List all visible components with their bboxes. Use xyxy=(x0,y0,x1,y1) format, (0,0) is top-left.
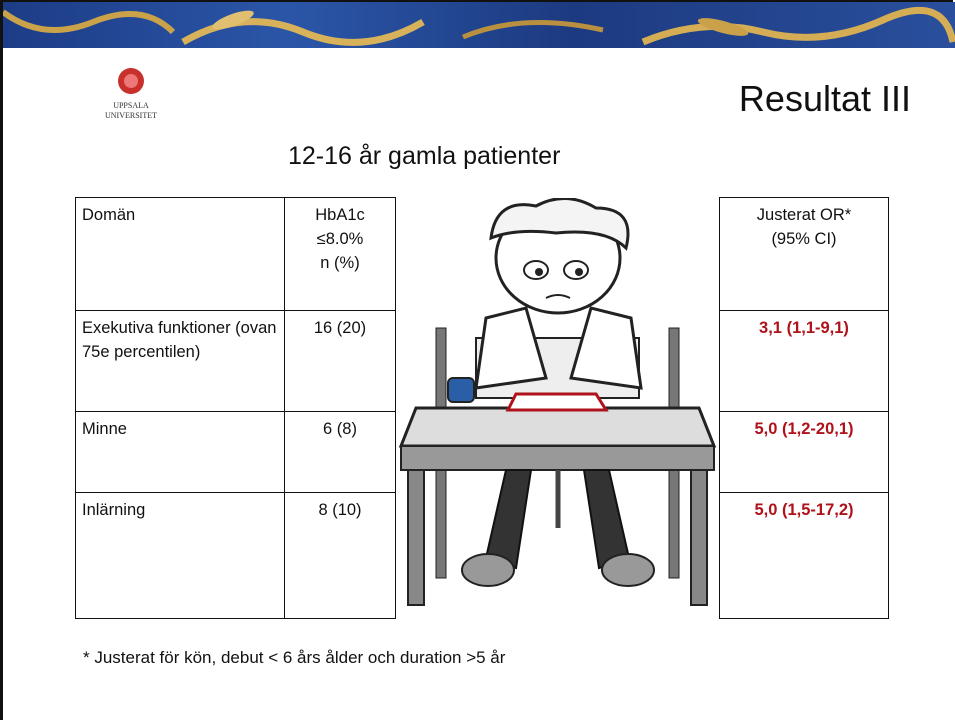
header-cell: HbA1c ≤8.0% n (%) xyxy=(284,197,396,311)
header-line: Justerat OR* xyxy=(756,206,852,224)
table-cell: 6 (8) xyxy=(284,410,396,493)
illustration xyxy=(398,196,717,606)
table-cell: 16 (20) xyxy=(284,309,396,412)
logo-text: UNIVERSITET xyxy=(105,111,157,120)
table-cell: 5,0 (1,2-20,1) xyxy=(719,410,889,493)
logo-seal xyxy=(118,68,144,94)
banner xyxy=(1,2,955,48)
header-line: ≤8.0% xyxy=(316,230,364,248)
footnote: * Justerat för kön, debut < 6 års ålder … xyxy=(83,648,506,667)
title: Resultat III xyxy=(738,78,911,119)
table-cell: Minne xyxy=(75,410,285,493)
logo-text: UPPSALA xyxy=(113,101,149,110)
banner-art xyxy=(1,6,955,46)
table-cell: 3,1 (1,1-9,1) xyxy=(719,309,889,412)
header-line: (95% CI) xyxy=(771,230,837,248)
header-cell: Justerat OR* (95% CI) xyxy=(719,197,889,311)
table-cell: 5,0 (1,5-17,2) xyxy=(719,491,889,620)
header-line: n (%) xyxy=(320,254,360,272)
illustration-cell xyxy=(395,196,720,619)
table-cell: Inlärning xyxy=(75,491,285,620)
table-cell: Exekutiva funktioner (ovan 75e percentil… xyxy=(75,309,285,412)
results-table: Domän HbA1c ≤8.0% n (%) Justerat OR* (95% C… xyxy=(75,196,889,620)
header-cell: Domän xyxy=(75,197,285,311)
subtitle: 12-16 år gamla patienter xyxy=(288,142,561,170)
logo: UPPSALA UNIVERSITET xyxy=(88,64,174,121)
table-cell: 8 (10) xyxy=(284,491,396,620)
header-line: HbA1c xyxy=(315,206,365,224)
